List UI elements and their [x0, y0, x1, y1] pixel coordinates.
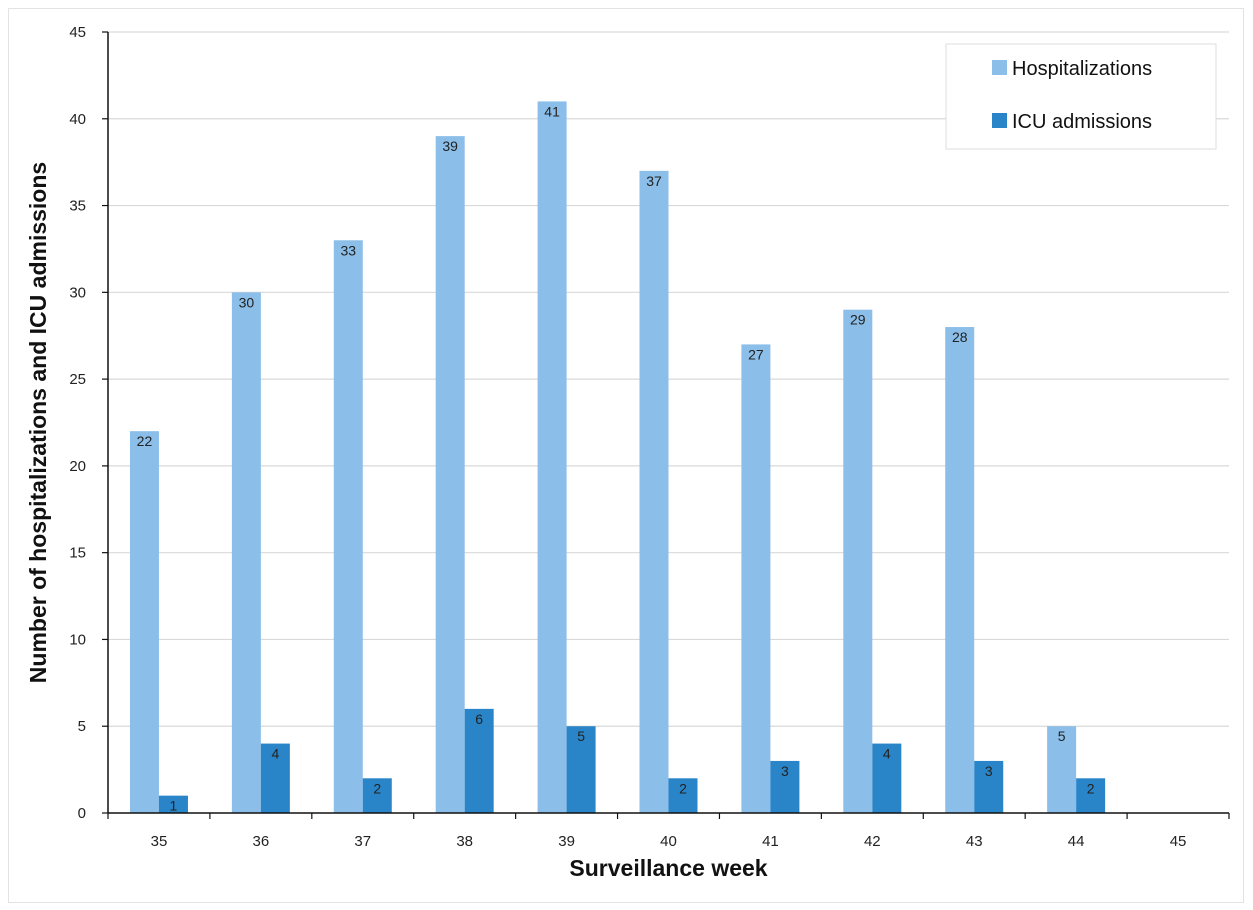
bar-label-icu-admissions-42: 4: [883, 746, 891, 762]
bar-icu-admissions-35: [158, 795, 188, 813]
x-tick-41: 41: [762, 833, 779, 850]
legend-swatch-icu-admissions: [992, 113, 1007, 128]
y-tick-labels: 0 5 10 15 20 25 30 35 40 45: [69, 24, 86, 822]
bar-label-icu-admissions-37: 2: [373, 780, 381, 796]
bar-label-icu-admissions-38: 6: [475, 711, 483, 727]
bar-hospitalizations-35: [129, 431, 159, 813]
x-tick-44: 44: [1068, 833, 1085, 850]
bar-icu-admissions-44: [1076, 778, 1106, 813]
bars: [129, 101, 1106, 814]
bar-label-hospitalizations-43: 28: [952, 329, 968, 345]
x-axis-title: Surveillance week: [569, 855, 767, 881]
bar-icu-admissions-36: [260, 743, 290, 813]
x-tick-38: 38: [456, 833, 473, 850]
bar-label-hospitalizations-44: 5: [1058, 728, 1066, 744]
y-tick-5: 5: [78, 718, 86, 735]
bar-label-icu-admissions-35: 1: [170, 798, 178, 814]
bar-label-hospitalizations-38: 39: [442, 138, 458, 154]
bar-hospitalizations-43: [945, 327, 975, 813]
bar-hospitalizations-42: [843, 309, 873, 813]
y-tick-15: 15: [69, 545, 86, 562]
y-tick-0: 0: [78, 805, 86, 822]
y-axis-title: Number of hospitalizations and ICU admis…: [25, 162, 51, 683]
y-tick-35: 35: [69, 198, 86, 215]
bar-label-icu-admissions-41: 3: [781, 763, 789, 779]
bar-value-labels: 22 30 33 39 41 37 27 29 28 5 1 4 2 6 5 2 3 4 3 2: [137, 103, 1095, 813]
bar-hospitalizations-37: [333, 240, 363, 813]
x-tick-36: 36: [253, 833, 270, 850]
y-tick-30: 30: [69, 284, 86, 301]
y-tick-20: 20: [69, 458, 86, 475]
y-tick-45: 45: [69, 24, 86, 41]
bar-label-icu-admissions-44: 2: [1087, 780, 1095, 796]
bar-label-icu-admissions-43: 3: [985, 763, 993, 779]
bar-hospitalizations-44: [1047, 726, 1077, 813]
x-tick-35: 35: [151, 833, 168, 850]
bar-icu-admissions-37: [362, 778, 392, 813]
chart-frame: [8, 8, 1244, 903]
bar-label-hospitalizations-37: 33: [340, 242, 356, 258]
bar-hospitalizations-41: [741, 344, 771, 813]
x-tick-37: 37: [354, 833, 371, 850]
x-tick-39: 39: [558, 833, 575, 850]
bar-hospitalizations-38: [435, 136, 465, 814]
bar-label-icu-admissions-39: 5: [577, 728, 585, 744]
bar-icu-admissions-43: [974, 760, 1004, 813]
bar-hospitalizations-36: [231, 292, 261, 813]
bar-label-hospitalizations-42: 29: [850, 312, 866, 328]
bar-icu-admissions-40: [668, 778, 698, 813]
x-tick-42: 42: [864, 833, 881, 850]
axes: [102, 31, 1230, 819]
y-tick-10: 10: [69, 631, 86, 648]
legend-label-icu-admissions: ICU admissions: [1012, 111, 1152, 133]
x-tick-labels: 35 36 37 38 39 40 41 42 43 44 45: [151, 833, 1187, 850]
bar-hospitalizations-40: [639, 170, 669, 813]
bar-label-hospitalizations-41: 27: [748, 346, 764, 362]
bar-label-hospitalizations-36: 30: [239, 294, 255, 310]
y-tick-40: 40: [69, 111, 86, 128]
legend-label-hospitalizations: Hospitalizations: [1012, 58, 1152, 80]
bar-hospitalizations-39: [537, 101, 567, 813]
bar-icu-admissions-41: [770, 760, 800, 813]
y-tick-25: 25: [69, 371, 86, 388]
bar-icu-admissions-39: [566, 726, 596, 813]
x-tick-45: 45: [1170, 833, 1187, 850]
bar-icu-admissions-42: [872, 743, 902, 813]
legend-box: [945, 43, 1217, 150]
bar-label-hospitalizations-39: 41: [544, 103, 560, 119]
bar-icu-admissions-38: [464, 708, 494, 813]
legend: Hospitalizations ICU admissions: [945, 43, 1217, 150]
bar-label-hospitalizations-35: 22: [137, 433, 153, 449]
bar-label-hospitalizations-40: 37: [646, 173, 662, 189]
bar-label-icu-admissions-36: 4: [271, 746, 279, 762]
x-tick-43: 43: [966, 833, 983, 850]
x-tick-40: 40: [660, 833, 677, 850]
legend-swatch-hospitalizations: [992, 60, 1007, 75]
bar-label-icu-admissions-40: 2: [679, 780, 687, 796]
